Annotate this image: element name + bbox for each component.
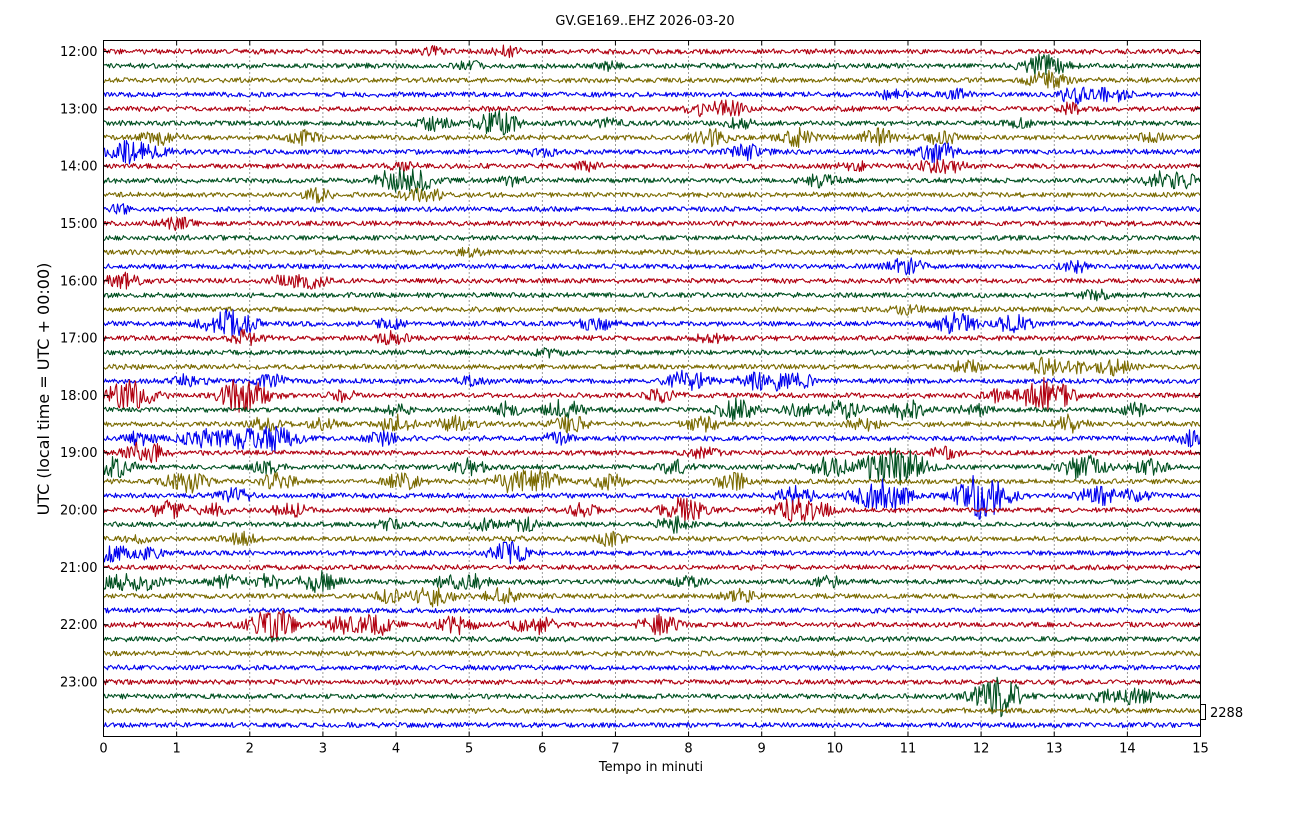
y-tick-label: 14:00 — [60, 160, 97, 175]
y-tick-label: 19:00 — [60, 446, 97, 461]
seismic-trace — [103, 607, 1202, 614]
x-tick-label: 13 — [1046, 742, 1063, 757]
x-tick-label: 2 — [246, 742, 254, 757]
seismic-trace — [103, 587, 1201, 608]
seismic-trace — [103, 53, 1201, 77]
x-tick-label: 11 — [900, 742, 917, 757]
y-tick-label: 16:00 — [60, 274, 97, 289]
seismic-trace — [102, 328, 1201, 347]
seismic-trace — [103, 347, 1202, 359]
y-tick-label: 13:00 — [60, 102, 97, 117]
seismic-trace — [102, 304, 1201, 316]
seismic-trace — [102, 496, 1202, 523]
seismic-trace — [102, 475, 1201, 520]
seismic-trace — [102, 216, 1202, 232]
y-tick-label: 15:00 — [60, 217, 97, 232]
x-tick-label: 12 — [973, 742, 990, 757]
seismic-trace — [103, 356, 1202, 377]
seismic-trace — [102, 167, 1202, 194]
seismic-trace — [103, 635, 1202, 643]
seismic-trace — [103, 721, 1201, 729]
scale-label: 2288 — [1210, 706, 1243, 721]
y-tick-label: 18:00 — [60, 389, 97, 404]
y-axis-label: UTC (local time = UTC + 00:00) — [34, 263, 53, 516]
scale-bar: 2288 — [1200, 704, 1243, 721]
seismic-trace — [102, 377, 1201, 413]
seismic-trace — [103, 707, 1202, 714]
x-tick-label: 6 — [538, 742, 546, 757]
y-tick-label: 17:00 — [60, 332, 97, 347]
seismic-trace — [103, 676, 1202, 718]
seismic-trace — [103, 650, 1202, 657]
x-tick-label: 7 — [611, 742, 619, 757]
x-tick-label: 3 — [319, 742, 327, 757]
x-tick-label: 10 — [827, 742, 844, 757]
seismic-trace — [103, 139, 1201, 165]
x-tick-label: 15 — [1192, 742, 1209, 757]
seismic-trace — [103, 570, 1202, 594]
seismic-trace — [103, 678, 1201, 686]
seismic-trace — [102, 540, 1202, 565]
x-tick-label: 0 — [99, 742, 107, 757]
seismic-trace — [103, 99, 1201, 118]
seismic-trace — [102, 447, 1201, 486]
seismic-trace — [102, 530, 1201, 548]
x-axis-ticks: 0 1 2 3 4 5 6 7 8 9 10 11 12 13 14 15 — [99, 40, 1209, 757]
seismic-trace — [103, 257, 1201, 276]
seismic-trace — [102, 271, 1201, 290]
x-tick-label: 14 — [1119, 742, 1136, 757]
y-tick-label: 20:00 — [60, 504, 97, 519]
seismic-trace — [103, 308, 1201, 338]
seismic-trace — [102, 44, 1201, 59]
seismic-trace — [103, 469, 1202, 494]
seismic-trace — [103, 610, 1201, 642]
x-tick-label: 1 — [172, 742, 180, 757]
seismic-trace — [103, 425, 1202, 454]
seismic-trace — [102, 288, 1202, 302]
seismic-trace — [103, 234, 1201, 242]
y-axis-ticks: 12:00 13:00 14:00 15:00 16:00 17:00 18:00 19:00… — [60, 45, 1201, 691]
seismic-trace — [103, 441, 1201, 464]
x-tick-label: 5 — [465, 742, 473, 757]
seismic-trace — [103, 158, 1201, 175]
x-tick-label: 9 — [758, 742, 766, 757]
seismic-trace — [102, 515, 1201, 534]
seismic-trace — [102, 413, 1201, 434]
seismic-trace — [103, 564, 1201, 571]
seismic-traces — [102, 44, 1202, 729]
y-tick-label: 21:00 — [60, 561, 97, 576]
plot-frame — [103, 40, 1201, 737]
x-tick-label: 4 — [392, 742, 400, 757]
seismic-trace — [103, 203, 1201, 215]
y-tick-label: 12:00 — [60, 45, 97, 60]
vertical-grid — [176, 40, 1128, 737]
x-tick-label: 8 — [684, 742, 692, 757]
chart-title: GV.GE169..EHZ 2026-03-20 — [555, 14, 734, 29]
seismic-trace — [103, 664, 1202, 671]
seismic-trace — [102, 246, 1201, 258]
seismic-trace — [103, 369, 1201, 392]
seismic-trace — [103, 397, 1201, 422]
y-tick-label: 23:00 — [60, 676, 97, 691]
y-tick-label: 22:00 — [60, 618, 97, 633]
x-axis-label: Tempo in minuti — [598, 760, 703, 775]
seismic-trace — [102, 126, 1202, 148]
seismic-trace — [103, 187, 1201, 204]
seismic-trace — [103, 69, 1202, 89]
seismic-trace — [103, 86, 1201, 105]
seismic-trace — [103, 109, 1201, 136]
